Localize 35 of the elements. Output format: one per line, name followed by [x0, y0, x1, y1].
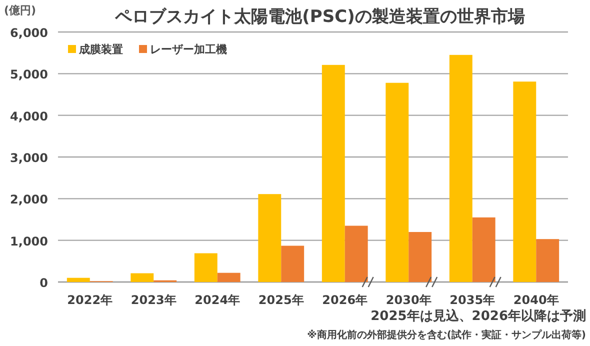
y-tick-label: 4,000 [10, 109, 48, 124]
text: 2025年は見込、2026年以降は予測 [370, 308, 586, 324]
x-tick-label: 2023年 [130, 293, 176, 307]
bar [66, 278, 90, 282]
bar [217, 272, 240, 282]
bar [194, 253, 218, 282]
x-tick-label: 2024年 [194, 293, 240, 307]
bar [130, 273, 154, 282]
x-tick-label: 2035年 [450, 293, 496, 307]
bar [449, 54, 472, 282]
legend-label: 成膜装置 [78, 43, 123, 56]
y-tick-label: 1,000 [10, 234, 48, 248]
x-tick-label: 2030年 [386, 293, 432, 307]
chart-title: ペロブスカイト太陽電池(PSC)の製造装置の世界市場 [114, 7, 525, 27]
bar [386, 82, 409, 282]
y-tick-label: 0 [40, 276, 48, 290]
x-tick-label: 2026年 [322, 293, 368, 307]
bar [344, 226, 368, 282]
bar [472, 217, 496, 282]
bar [513, 82, 536, 282]
x-tick-label: 2025年 [258, 293, 304, 307]
x-tick-label: 2022年 [67, 293, 113, 307]
y-tick-label: 3,000 [10, 151, 48, 165]
bar [322, 64, 345, 282]
y-tick-label: 6,000 [10, 26, 48, 40]
bar [536, 239, 560, 282]
x-tick-label: 2040年 [513, 293, 559, 307]
bar [281, 246, 304, 282]
legend-label: レーザー加工機 [150, 43, 227, 56]
y-tick-label: 5,000 [10, 68, 48, 82]
y-axis-title: (億円) [4, 4, 36, 17]
text: ※商用化前の外部提供分を含む(試作・実証・サンプル出荷等) [307, 329, 586, 341]
bar [258, 194, 282, 282]
y-tick-label: 2,000 [10, 192, 48, 207]
bar [408, 232, 432, 282]
